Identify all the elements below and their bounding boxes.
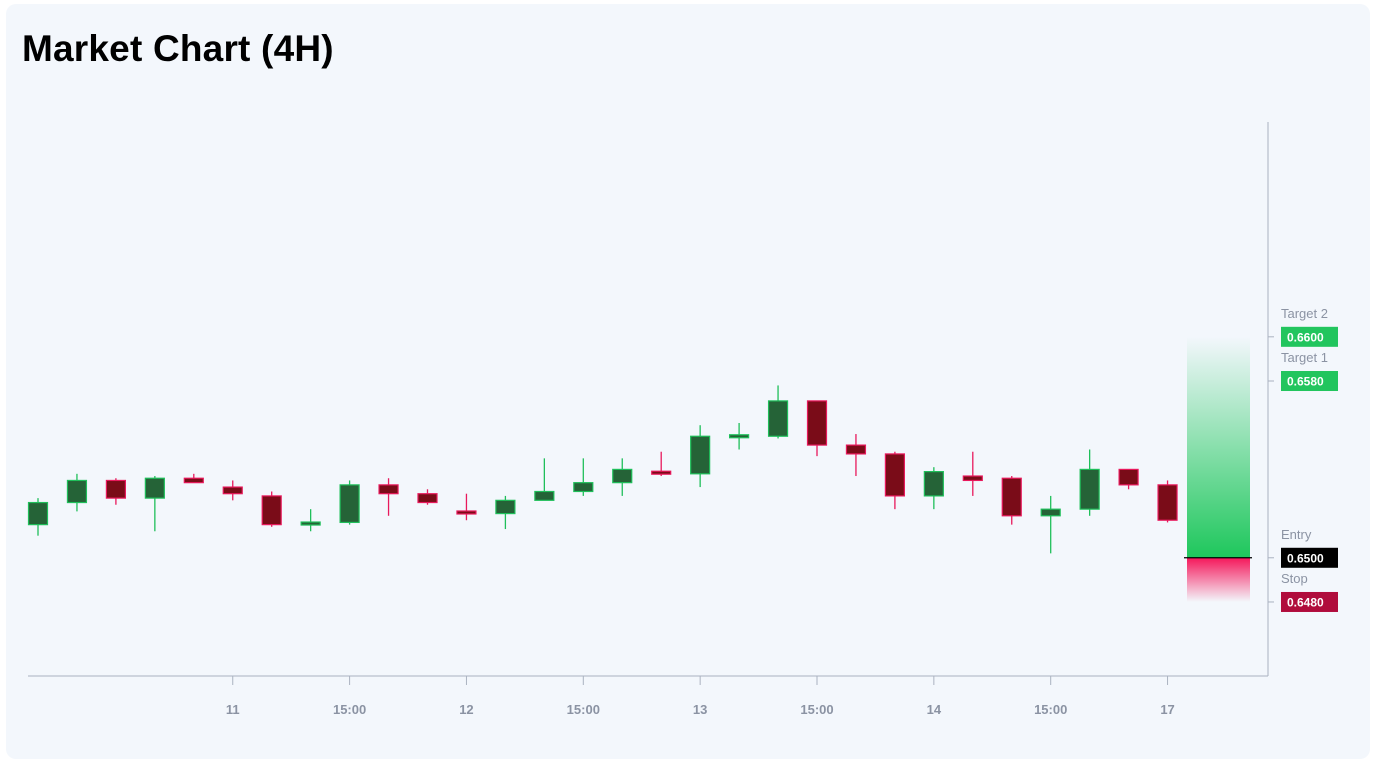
candle-body (105, 479, 127, 499)
candle-body (1001, 477, 1022, 517)
candle (1118, 468, 1139, 490)
candle-body (884, 453, 906, 497)
candle-body (923, 471, 944, 497)
candle-body (66, 479, 88, 504)
candle-body (144, 477, 165, 499)
candle (339, 480, 360, 525)
candle-body (962, 475, 983, 482)
candle (105, 478, 127, 505)
candle-body (728, 434, 750, 439)
candle-body (417, 493, 438, 504)
candle-body (1079, 468, 1100, 510)
candle (1001, 476, 1022, 525)
risk-reward-zone (1184, 336, 1252, 602)
candle-body (456, 510, 477, 515)
candle-body (27, 501, 49, 526)
candle-body (261, 495, 282, 526)
candle (923, 467, 944, 510)
level-value-badge (1281, 371, 1338, 392)
x-tick-label: 15:00 (1034, 702, 1067, 717)
candle-body (183, 477, 204, 484)
candle-body (845, 444, 867, 455)
candle (690, 425, 711, 488)
candle (1040, 495, 1061, 554)
x-tick-label: 14 (927, 702, 942, 717)
x-tick-label: 12 (459, 702, 473, 717)
candle (573, 458, 594, 496)
x-tick-label: 15:00 (800, 702, 833, 717)
candle (378, 478, 399, 516)
x-axis-ticks: 11 15:00 12 15:00 13 15:00 14 15:00 17 (226, 676, 1175, 717)
level-name: Target 1 (1281, 350, 1328, 365)
level-stop: Stop 0.6480 (1268, 571, 1338, 612)
risk-zone (1187, 557, 1250, 602)
chart-card (6, 4, 1370, 759)
candle (534, 458, 555, 501)
x-tick-label: 15:00 (567, 702, 600, 717)
level-value-badge (1281, 547, 1338, 568)
candle (222, 480, 243, 501)
candle (495, 495, 516, 530)
page-title: Market Chart (4H) (22, 28, 334, 69)
reward-zone (1187, 336, 1250, 558)
candle (66, 473, 88, 512)
candle (183, 473, 204, 484)
candle (27, 498, 49, 536)
candle (651, 451, 672, 477)
x-tick-label: 17 (1160, 702, 1174, 717)
level-name: Stop (1281, 571, 1308, 586)
level-entry: Entry 0.6500 (1268, 527, 1338, 568)
candle (1079, 449, 1100, 516)
x-tick-label: 11 (226, 702, 240, 717)
level-target-1: Target 1 0.6580 (1268, 350, 1338, 392)
candle (261, 491, 282, 527)
candle (884, 451, 906, 510)
level-value-badge (1281, 326, 1338, 347)
candle-body (767, 400, 789, 437)
level-value: 0.6600 (1287, 330, 1324, 344)
candle (962, 451, 983, 496)
candle-body (534, 490, 555, 501)
candle (144, 476, 165, 532)
candle (417, 489, 438, 505)
candle-body (495, 499, 516, 515)
level-value-badge (1281, 591, 1338, 612)
level-target-2: Target 2 0.6600 (1268, 306, 1338, 347)
candle-body (612, 468, 633, 484)
candle-body (300, 521, 321, 526)
level-value: 0.6580 (1287, 375, 1324, 389)
candle-body (573, 482, 594, 493)
candle (728, 422, 750, 450)
level-name: Target 2 (1281, 306, 1328, 321)
candle (845, 434, 867, 477)
candle-body (1040, 508, 1061, 517)
x-tick-label: 13 (693, 702, 707, 717)
candle (456, 493, 477, 521)
candle-body (339, 484, 360, 524)
candles (27, 385, 1178, 554)
level-value: 0.6500 (1287, 551, 1324, 565)
candle (300, 509, 321, 532)
candle-body (651, 470, 672, 475)
candle (767, 385, 789, 439)
level-value: 0.6480 (1287, 595, 1324, 609)
candle-body (1118, 468, 1139, 486)
candle (612, 458, 633, 496)
candle-body (806, 400, 828, 446)
candle (806, 400, 828, 457)
candle-body (690, 435, 711, 475)
candle-body (222, 486, 243, 495)
candle (1157, 480, 1178, 523)
price-levels: Target 2 0.6600 Target 1 0.6580 Entry 0.6500 S… (1268, 306, 1338, 612)
x-tick-label: 15:00 (333, 702, 366, 717)
candle-body (378, 484, 399, 495)
candle-body (1157, 484, 1178, 521)
axes (28, 122, 1269, 677)
level-name: Entry (1281, 527, 1312, 542)
